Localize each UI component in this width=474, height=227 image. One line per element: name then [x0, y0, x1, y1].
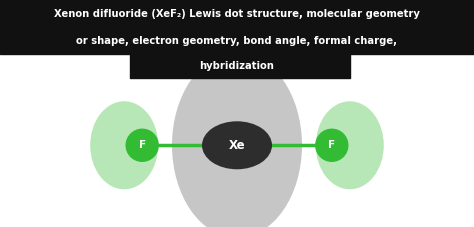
Ellipse shape	[90, 101, 158, 189]
Circle shape	[316, 129, 348, 161]
Ellipse shape	[172, 53, 302, 227]
Circle shape	[126, 129, 158, 161]
Ellipse shape	[202, 121, 272, 169]
Text: or shape, electron geometry, bond angle, formal charge,: or shape, electron geometry, bond angle,…	[76, 36, 398, 46]
Text: F: F	[138, 140, 146, 150]
Text: Xe: Xe	[228, 139, 246, 152]
Text: hybridization: hybridization	[200, 61, 274, 71]
Text: Xenon difluoride (XeF₂) Lewis dot structure, molecular geometry: Xenon difluoride (XeF₂) Lewis dot struct…	[54, 9, 420, 19]
Ellipse shape	[316, 101, 384, 189]
Text: F: F	[328, 140, 336, 150]
